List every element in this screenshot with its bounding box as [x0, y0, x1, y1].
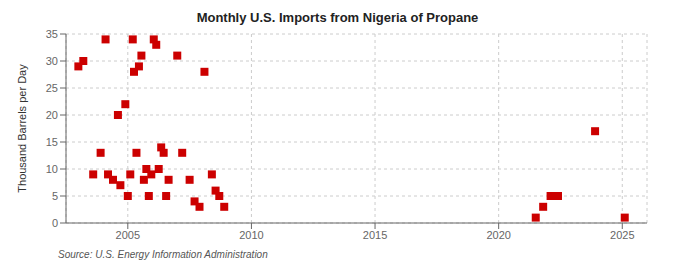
svg-text:2010: 2010 [239, 229, 263, 241]
svg-text:0: 0 [52, 217, 58, 229]
svg-text:20: 20 [46, 109, 58, 121]
svg-text:2005: 2005 [116, 229, 140, 241]
svg-text:2020: 2020 [486, 229, 510, 241]
svg-text:15: 15 [46, 136, 58, 148]
svg-text:30: 30 [46, 55, 58, 67]
svg-text:35: 35 [46, 28, 58, 40]
svg-text:10: 10 [46, 163, 58, 175]
svg-text:5: 5 [52, 190, 58, 202]
html-text:Monthly U.S. Imports from Nige: Monthly U.S. Imports from Nigeria of Pro… [196, 10, 479, 25]
svg-text:Thousand Barrels per Day: Thousand Barrels per Day [16, 64, 28, 193]
svg-text:2025: 2025 [610, 229, 634, 241]
svg-text:25: 25 [46, 82, 58, 94]
svg-text:2015: 2015 [363, 229, 387, 241]
html-text:Source: U.S. Energy Informatio: Source: U.S. Energy Information Administ… [58, 249, 268, 260]
